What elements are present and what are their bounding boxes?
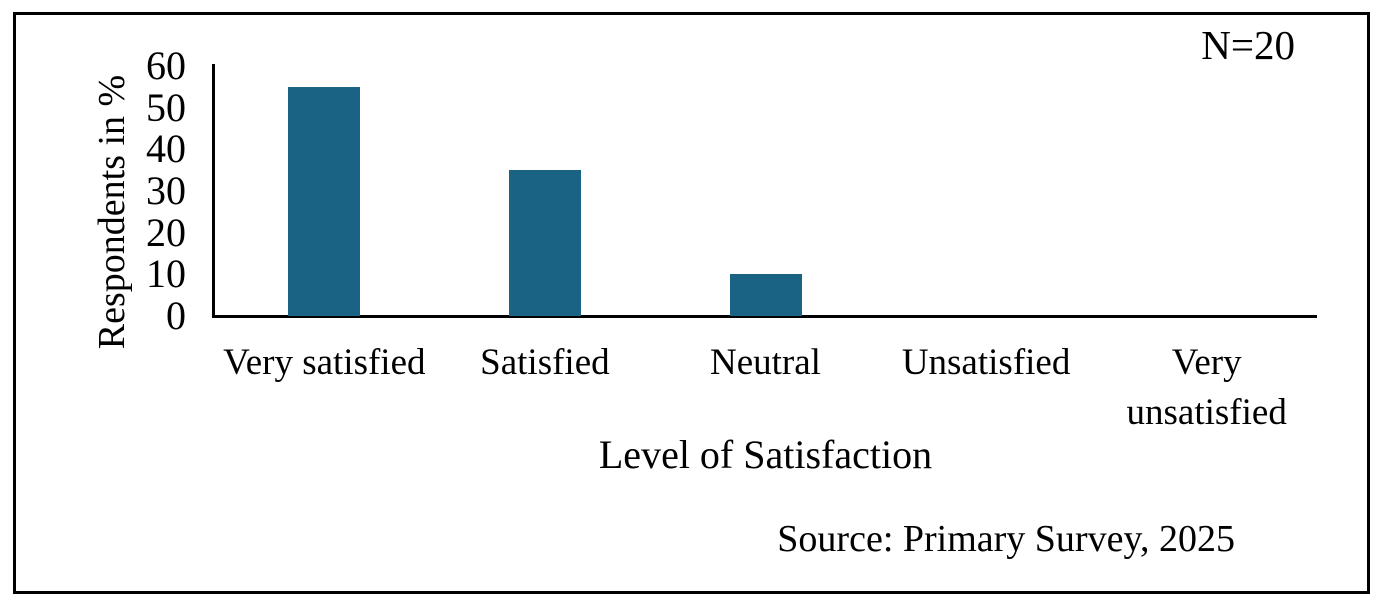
- bar-satisfied: [508, 170, 581, 316]
- x-axis-categories: Very satisfied Satisfied Neutral Unsatisfie…: [214, 338, 1317, 438]
- x-category-label: Satisfied: [480, 342, 610, 383]
- y-axis-line: [212, 64, 215, 318]
- sample-size-label: N=20: [1201, 22, 1295, 68]
- y-tick-label: 0: [166, 293, 186, 338]
- x-category-label: Unsatisfied: [901, 342, 1071, 383]
- x-category-label: Very satisfied: [223, 342, 426, 383]
- y-tick-label: 60: [146, 43, 186, 88]
- x-axis-line: [212, 315, 1317, 318]
- x-category-label: Neutral: [710, 342, 821, 383]
- y-tick-label: 20: [146, 209, 186, 255]
- y-tick-label: 40: [146, 126, 186, 172]
- bar-very-satisfied: [288, 86, 361, 316]
- x-category-label: Very unsatisfied: [1126, 342, 1287, 433]
- bars-layer: [214, 66, 1317, 316]
- y-tick-label: 30: [146, 168, 186, 213]
- y-axis-ticks: 0 10 20 30 40 50 60: [86, 44, 186, 338]
- chart-border-frame: [13, 12, 1370, 594]
- y-tick-label: 10: [146, 251, 186, 297]
- source-note: Source: Primary Survey, 2025: [777, 518, 1235, 560]
- y-tick-label: 50: [146, 84, 186, 130]
- bar-neutral: [729, 274, 802, 316]
- x-axis-title: Level of Satisfaction: [598, 432, 933, 477]
